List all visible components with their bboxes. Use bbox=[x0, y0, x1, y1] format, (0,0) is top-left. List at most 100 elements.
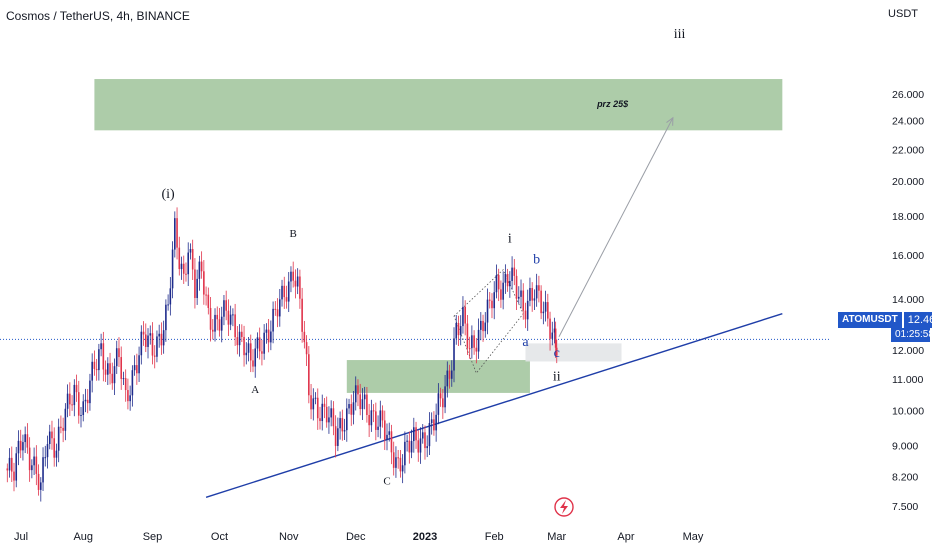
candle-body bbox=[214, 314, 216, 332]
candle-body bbox=[31, 465, 33, 471]
candle-body bbox=[127, 390, 129, 402]
prz-annotation[interactable]: prz 25$ bbox=[596, 99, 629, 109]
candle-body bbox=[209, 307, 212, 330]
candle-body bbox=[160, 333, 163, 346]
wave-label[interactable]: a bbox=[522, 335, 529, 350]
wave-label[interactable]: b bbox=[533, 252, 540, 267]
candle-body bbox=[40, 482, 42, 490]
candle-body bbox=[471, 335, 473, 349]
candle-body bbox=[296, 276, 299, 287]
candle-body bbox=[109, 363, 111, 374]
candle-body bbox=[334, 426, 337, 446]
candle-body bbox=[535, 285, 538, 299]
candle-body bbox=[200, 261, 203, 272]
candle-body bbox=[361, 399, 364, 410]
price-tick-label: 20.000 bbox=[892, 176, 924, 188]
symbol-title[interactable]: Cosmos / TetherUS, 4h, BINANCE bbox=[6, 9, 190, 23]
wave-label[interactable]: ii bbox=[553, 370, 561, 385]
time-tick-label: Nov bbox=[279, 531, 299, 543]
candle-body bbox=[261, 351, 263, 354]
candle-body bbox=[270, 331, 272, 343]
candle-body bbox=[321, 403, 324, 422]
candle-body bbox=[497, 275, 500, 290]
candle-body bbox=[493, 292, 496, 309]
target-arrow[interactable] bbox=[558, 117, 674, 337]
wave-label[interactable]: i bbox=[508, 232, 512, 247]
candle-body bbox=[191, 248, 194, 270]
candle-body bbox=[397, 457, 399, 459]
time-tick-label: Aug bbox=[73, 531, 93, 543]
candle-body bbox=[538, 285, 540, 291]
wave-label[interactable]: C bbox=[383, 476, 390, 488]
candle-body bbox=[73, 384, 76, 406]
candle-body bbox=[345, 408, 348, 431]
candle-body bbox=[187, 252, 190, 275]
candle-body bbox=[131, 370, 134, 396]
candle-body bbox=[554, 328, 557, 348]
candle-body bbox=[51, 431, 53, 439]
candle-body bbox=[453, 338, 455, 371]
candle-body bbox=[8, 457, 11, 471]
price-series-layer bbox=[6, 207, 558, 502]
candle-body bbox=[55, 450, 58, 458]
candle-body bbox=[372, 410, 375, 412]
wave-label[interactable]: A bbox=[251, 384, 259, 396]
candle-body bbox=[330, 408, 332, 418]
candle-body bbox=[267, 329, 270, 343]
lightning-icon[interactable] bbox=[554, 497, 574, 517]
candle-body bbox=[19, 440, 22, 451]
candle-body bbox=[475, 347, 478, 352]
candle-body bbox=[337, 428, 339, 446]
candle-body bbox=[533, 298, 536, 301]
candle-body bbox=[446, 370, 449, 387]
candle-body bbox=[415, 427, 417, 441]
candle-body bbox=[60, 426, 62, 428]
candle-body bbox=[171, 249, 174, 289]
candle-body bbox=[263, 332, 265, 354]
candle-body bbox=[147, 335, 149, 347]
candle-body bbox=[308, 354, 310, 396]
time-tick-label: Jul bbox=[14, 531, 28, 543]
wave-label[interactable]: iii bbox=[674, 27, 686, 42]
target-zone-1[interactable] bbox=[94, 79, 783, 131]
candle-body bbox=[13, 471, 15, 481]
candle-body bbox=[194, 269, 196, 299]
candle-body bbox=[124, 378, 127, 391]
candle-body bbox=[421, 432, 424, 439]
candle-body bbox=[426, 446, 429, 449]
candle-body bbox=[133, 365, 136, 371]
candle-body bbox=[207, 294, 210, 308]
target-zone-3[interactable] bbox=[525, 343, 622, 362]
candle-body bbox=[301, 298, 303, 332]
time-tick-label: Sep bbox=[143, 531, 163, 543]
candle-body bbox=[82, 401, 85, 416]
candle-body bbox=[408, 440, 411, 453]
candle-body bbox=[15, 453, 18, 481]
candle-body bbox=[419, 438, 422, 453]
wave-label[interactable]: B bbox=[290, 228, 297, 240]
candle-body bbox=[555, 347, 558, 356]
candle-body bbox=[180, 263, 183, 270]
candle-body bbox=[439, 393, 442, 399]
time-axis[interactable]: Jul Aug Sep Oct Nov Dec 2023 Feb Mar Apr May bbox=[14, 531, 704, 543]
price-tick-label: 26.000 bbox=[892, 89, 924, 101]
candle-body bbox=[254, 348, 257, 367]
candle-body bbox=[482, 320, 484, 332]
candle-body bbox=[234, 314, 236, 338]
price-axis[interactable]: 26.000 24.000 22.000 20.000 18.000 16.000 14.0… bbox=[892, 89, 924, 513]
candle-body bbox=[352, 402, 355, 415]
support-trendline[interactable] bbox=[205, 313, 783, 498]
wave-label[interactable]: (i) bbox=[162, 187, 176, 202]
price-tick-label: 8.200 bbox=[892, 471, 918, 483]
candle-body bbox=[462, 306, 464, 327]
candle-body bbox=[26, 434, 29, 448]
candle-body bbox=[399, 457, 402, 472]
candle-body bbox=[24, 434, 26, 443]
wave-label[interactable]: c bbox=[554, 346, 560, 361]
candle-body bbox=[272, 308, 274, 332]
candle-body bbox=[225, 300, 227, 311]
candle-body bbox=[513, 267, 516, 276]
candle-body bbox=[466, 323, 469, 349]
